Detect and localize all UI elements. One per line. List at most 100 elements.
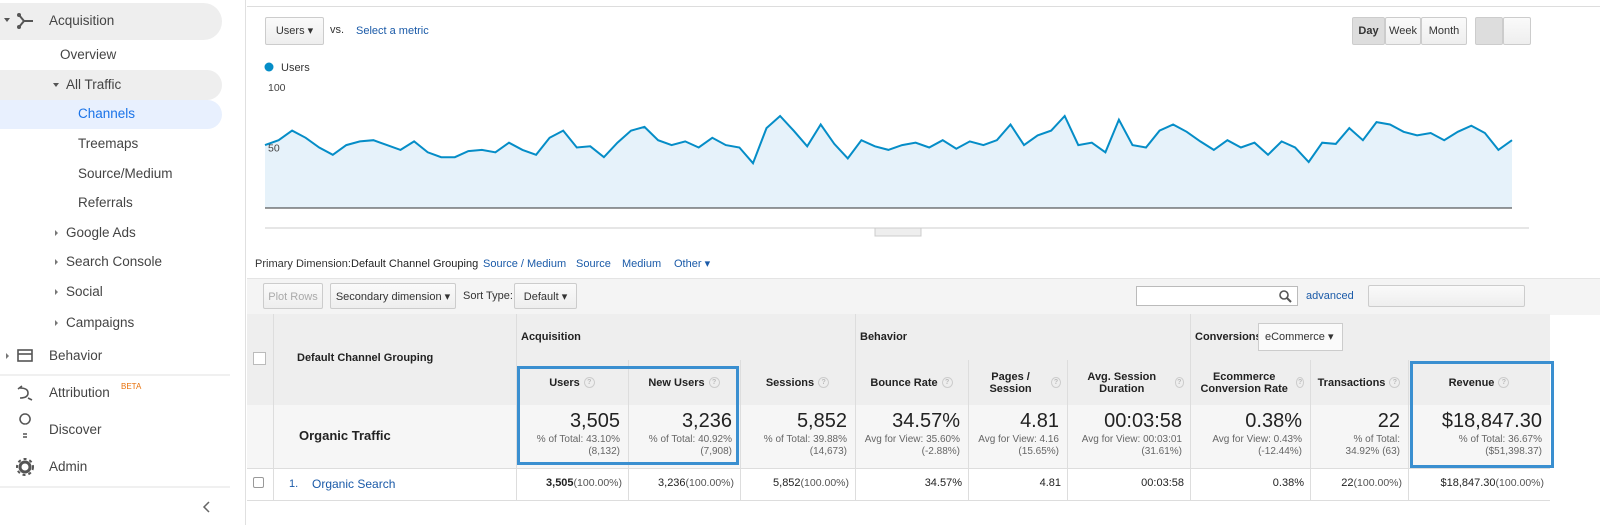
cell-share: (100.00%) [1495, 477, 1544, 489]
column-header[interactable]: Users? [516, 360, 628, 405]
divider [247, 6, 1600, 7]
chart-type-motion[interactable] [1503, 17, 1531, 45]
area [265, 116, 1512, 208]
help-icon[interactable]: ? [708, 377, 720, 388]
nav-item[interactable]: Source/Medium [78, 166, 173, 181]
help-icon[interactable]: ? [1389, 377, 1401, 388]
group-select[interactable]: eCommerce ▾ [1258, 323, 1343, 351]
dimension-option[interactable]: Source [576, 258, 611, 270]
nav-item[interactable]: Discover [49, 422, 102, 437]
nav-item[interactable]: Google Ads [66, 225, 136, 240]
nav-active [0, 100, 222, 129]
dimension-option[interactable]: Source / Medium [483, 258, 567, 270]
total-note: % of Total: 34.92% (63) [1345, 434, 1400, 457]
help-icon[interactable]: ? [818, 377, 830, 388]
row-checkbox[interactable] [253, 477, 264, 488]
col-border [628, 360, 629, 500]
row-index: 1. [289, 478, 299, 490]
nav-item[interactable]: Attribution [49, 385, 110, 400]
nav-item[interactable]: Campaigns [66, 315, 135, 330]
total-value: 3,236 [681, 410, 732, 432]
cell-value: 4.81 [1039, 477, 1061, 489]
nav-item[interactable]: Referrals [78, 195, 133, 210]
total-note: Avg for View: 0.43% (-12.44%) [1212, 434, 1302, 457]
metric-select[interactable]: Users ▾ [265, 17, 324, 45]
total-value: 5,852 [796, 410, 847, 432]
help-icon[interactable]: ? [1296, 377, 1304, 388]
col-border [740, 360, 741, 500]
column-header[interactable]: Bounce Rate? [855, 360, 968, 405]
dimension-header: Default Channel Grouping [297, 352, 434, 364]
total-note: Avg for View: 00:03:01 (31.61%) [1081, 434, 1182, 457]
vs-label: vs. [330, 24, 345, 36]
compare-link[interactable]: Select a metric [356, 25, 429, 37]
nav-item[interactable]: Overview [60, 47, 117, 62]
row-cell: 3,505(100.00%) [516, 477, 622, 489]
dimension-option-label: Other [674, 258, 702, 270]
column-header[interactable]: Sessions? [740, 360, 855, 405]
secondary-dimension[interactable]: Secondary dimension ▾ [330, 283, 456, 309]
interval-button[interactable]: Week [1385, 17, 1421, 45]
row-cell: 3,236(100.00%) [628, 477, 734, 489]
total-note: Avg for View: 4.16 (15.65%) [978, 434, 1059, 457]
column-header[interactable]: Pages / Session? [968, 360, 1067, 405]
column-header[interactable]: Revenue? [1408, 360, 1550, 405]
help-icon[interactable]: ? [1174, 377, 1184, 388]
column-header[interactable]: Transactions? [1310, 360, 1408, 405]
column-header[interactable]: Ecommerce Conversion Rate? [1190, 360, 1310, 405]
column-header-label: Transactions [1317, 376, 1386, 389]
nav-item[interactable]: Treemaps [78, 136, 139, 151]
sidebar [0, 0, 246, 525]
search-button[interactable] [1272, 286, 1298, 306]
column-header-label: Sessions [765, 376, 815, 389]
secondary-label: Secondary dimension [335, 291, 442, 303]
row-cell: 00:03:58 [1067, 477, 1184, 489]
chart-type-line[interactable] [1475, 17, 1503, 45]
nav-item[interactable]: Admin [49, 459, 88, 474]
help-icon[interactable]: ? [941, 377, 953, 388]
view-switcher[interactable] [1368, 285, 1525, 307]
dimension-label: Primary Dimension: [255, 258, 351, 270]
y-tick-label: 50 [268, 143, 280, 155]
dimension-selected: Default Channel Grouping [351, 258, 479, 270]
help-icon[interactable]: ? [1051, 377, 1061, 388]
sort-select[interactable]: Default ▾ [514, 283, 577, 309]
search-box[interactable] [1136, 286, 1298, 306]
nav-item[interactable]: Channels [78, 106, 136, 121]
nav-item[interactable]: Social [66, 284, 103, 299]
header-checkbox[interactable] [253, 352, 266, 365]
nav-item[interactable]: Acquisition [49, 13, 115, 28]
col-border [1067, 360, 1068, 500]
row-label[interactable]: Organic Search [312, 477, 396, 491]
advanced-link[interactable]: advanced [1306, 290, 1354, 302]
help-icon[interactable]: ? [583, 377, 595, 388]
plot-rows-button[interactable]: Plot Rows [263, 283, 323, 309]
column-header-label: Users [549, 376, 580, 389]
dimension-option[interactable]: Other ▾ [674, 258, 711, 270]
column-header[interactable]: New Users? [628, 360, 740, 405]
nav-item[interactable]: All Traffic [66, 77, 122, 92]
col-border [516, 314, 517, 500]
column-header-label: Avg. Session Duration [1087, 370, 1157, 395]
row-cell: 0.38% [1190, 477, 1304, 489]
col-border [968, 360, 969, 500]
column-header[interactable]: Avg. Session Duration? [1067, 360, 1190, 405]
col-border [273, 314, 274, 500]
cell-share: (100.00%) [800, 477, 849, 489]
nav-item[interactable]: Behavior [49, 348, 103, 363]
interval-button[interactable]: Day [1352, 17, 1385, 45]
cell-value: 3,236 [658, 477, 686, 489]
interval-button[interactable]: Month [1421, 17, 1467, 45]
data-table: Default Channel Grouping Acquisition Behav… [247, 314, 1600, 525]
total-note: % of Total: 36.67% ($51,398.37) [1458, 434, 1542, 457]
collapse-tab [874, 227, 922, 237]
row-cell: $18,847.30(100.00%) [1408, 477, 1544, 489]
total-value: 4.81 [1020, 410, 1059, 432]
col-border [855, 314, 856, 500]
nav-item[interactable]: Search Console [66, 254, 163, 269]
total-note: Avg for View: 35.60% (-2.88%) [864, 434, 960, 457]
row-border [247, 468, 1550, 469]
totals-label: Organic Traffic [299, 428, 391, 443]
dimension-option[interactable]: Medium [622, 258, 662, 270]
help-icon[interactable]: ? [1498, 377, 1510, 388]
